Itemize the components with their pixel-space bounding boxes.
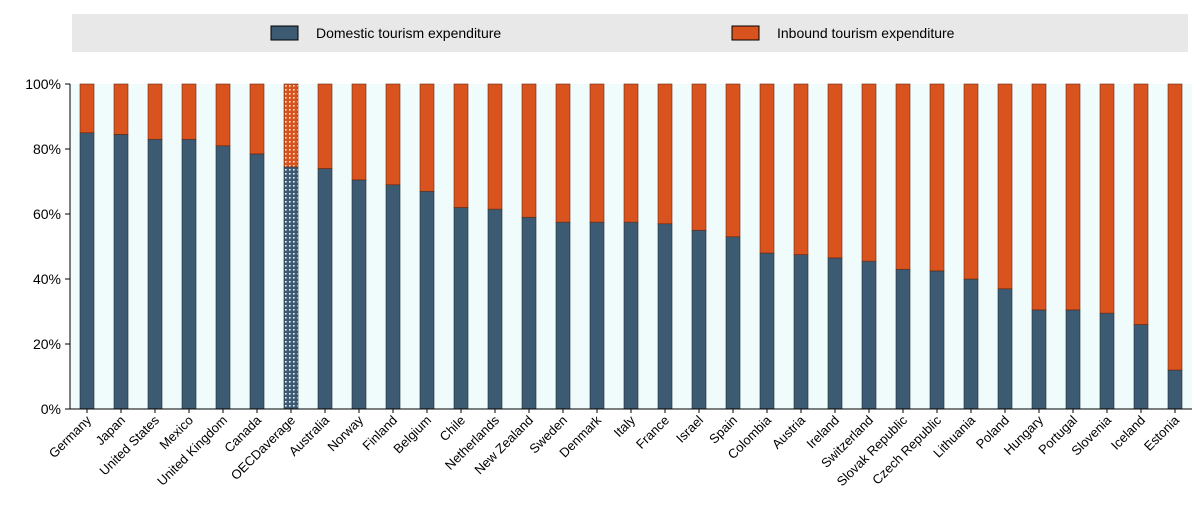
bar-domestic-estonia [1167,369,1183,410]
bar-domestic-australia [317,168,333,410]
bar-domestic-new-zealand [521,216,537,410]
bar-domestic-norway [351,179,367,410]
bar-domestic-united-states [147,138,163,410]
y-tick-label: 60% [33,206,61,222]
x-tick-label: Estonia [1141,412,1183,454]
bar-domestic-belgium [419,190,435,410]
bars-layer [79,83,1183,410]
bar-domestic-austria [793,254,809,410]
bar-inbound-hungary [1031,83,1047,311]
x-tick-label: Belgium [390,413,434,457]
bar-inbound-italy [623,83,639,223]
legend-swatch-inbound [731,25,760,41]
bar-inbound-united-states [147,83,163,140]
bar-domestic-mexico [181,138,197,410]
bar-inbound-japan [113,83,129,135]
bar-inbound-austria [793,83,809,255]
bar-inbound-chile [453,83,469,208]
x-tick-label: Germany [46,412,95,461]
bar-domestic-canada [249,153,265,410]
x-tick-label: United States [96,412,162,478]
bar-domestic-italy [623,221,639,410]
bar-inbound-new-zealand [521,83,537,218]
bar-inbound-france [657,83,673,225]
bar-domestic-colombia [759,252,775,410]
bar-inbound-portugal [1065,83,1081,311]
x-tick-label: Italy [611,412,639,440]
bar-domestic-chile [453,207,469,410]
x-tick-label: Norway [324,412,366,454]
bar-inbound-norway [351,83,367,181]
bar-inbound-united-kingdom [215,83,231,147]
bar-domestic-slovenia [1099,312,1115,410]
bar-inbound-netherlands [487,83,503,210]
bar-domestic-oecdaverage [283,166,299,410]
bar-inbound-iceland [1133,83,1149,325]
bar-domestic-switzerland [861,260,877,410]
bar-domestic-portugal [1065,309,1081,410]
bar-inbound-belgium [419,83,435,192]
bar-inbound-spain [725,83,741,238]
bar-inbound-canada [249,83,265,155]
bar-inbound-finland [385,83,401,186]
bar-domestic-israel [691,229,707,410]
legend-label-domestic: Domestic tourism expenditure [316,25,501,41]
bar-inbound-colombia [759,83,775,254]
bar-domestic-finland [385,184,401,410]
bar-domestic-poland [997,288,1013,410]
x-tick-label: Israel [673,412,706,445]
bar-domestic-hungary [1031,309,1047,410]
bar-inbound-slovak-republic [895,83,911,270]
bar-domestic-ireland [827,257,843,410]
bar-inbound-mexico [181,83,197,140]
bar-inbound-estonia [1167,83,1183,371]
bar-inbound-switzerland [861,83,877,262]
bar-domestic-lithuania [963,278,979,410]
bar-inbound-slovenia [1099,83,1115,314]
bar-domestic-netherlands [487,208,503,410]
legend-band [72,14,1188,52]
legend-item-domestic: Domestic tourism expenditure [270,25,501,41]
bar-domestic-france [657,223,673,410]
legend-label-inbound: Inbound tourism expenditure [777,25,955,41]
y-tick-label: 80% [33,141,61,157]
y-tick-label: 0% [41,401,61,417]
bar-inbound-denmark [589,83,605,223]
y-tick-label: 40% [33,271,61,287]
bar-inbound-lithuania [963,83,979,280]
bar-inbound-poland [997,83,1013,290]
bar-inbound-czech-republic [929,83,945,272]
bar-domestic-germany [79,132,95,410]
bar-domestic-iceland [1133,324,1149,410]
bar-domestic-united-kingdom [215,145,231,410]
bar-domestic-japan [113,134,129,410]
y-tick-label: 100% [25,76,61,92]
y-tick-label: 20% [33,336,61,352]
bar-inbound-israel [691,83,707,231]
bar-domestic-slovak-republic [895,268,911,410]
bar-domestic-denmark [589,221,605,410]
legend-item-inbound: Inbound tourism expenditure [731,25,955,41]
x-tick-label: Iceland [1108,413,1148,453]
legend-swatch-domestic [270,25,299,41]
x-tick-label: France [633,413,672,452]
bar-domestic-sweden [555,221,571,410]
bar-inbound-sweden [555,83,571,223]
bar-domestic-spain [725,236,741,410]
bar-inbound-germany [79,83,95,134]
x-tick-label: Austria [769,412,809,452]
bar-domestic-czech-republic [929,270,945,410]
bar-inbound-australia [317,83,333,169]
bar-inbound-ireland [827,83,843,259]
bar-inbound-oecdaverage [283,83,299,168]
